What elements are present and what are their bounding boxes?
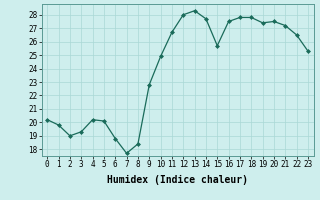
X-axis label: Humidex (Indice chaleur): Humidex (Indice chaleur) [107,175,248,185]
